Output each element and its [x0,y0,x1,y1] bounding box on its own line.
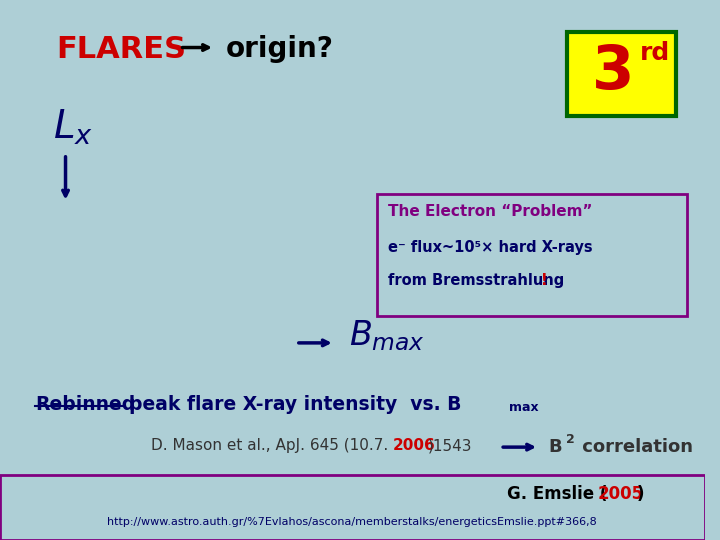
Text: 2005: 2005 [598,485,644,503]
Text: D. Mason et al., ApJ. 645 (10.7.: D. Mason et al., ApJ. 645 (10.7. [151,438,389,454]
Text: The Electron “Problem”: The Electron “Problem” [387,204,592,219]
Text: http://www.astro.auth.gr/%7Evlahos/ascona/memberstalks/energeticsEmslie.ppt#366,: http://www.astro.auth.gr/%7Evlahos/ascon… [107,517,597,528]
Text: G. Emslie (: G. Emslie ( [508,485,608,503]
Text: rd: rd [640,42,670,65]
Text: correlation: correlation [576,438,693,456]
Text: max: max [509,401,539,414]
Text: Rebinned: Rebinned [35,395,135,414]
Text: 2006: 2006 [392,438,435,454]
Text: $B_{max}$: $B_{max}$ [348,319,425,353]
Text: $L_x$: $L_x$ [53,108,93,147]
Text: 2: 2 [567,433,575,446]
Text: FLARES: FLARES [56,35,186,64]
FancyBboxPatch shape [377,194,687,316]
Text: )1543: )1543 [428,438,472,454]
Text: ): ) [636,485,644,503]
Text: peak flare X-ray intensity  vs. B: peak flare X-ray intensity vs. B [129,395,462,414]
Text: B: B [548,438,562,456]
Text: from Bremsstrahlung: from Bremsstrahlung [387,273,564,288]
Text: 3: 3 [592,43,634,102]
Text: origin?: origin? [225,35,333,63]
Text: e⁻ flux~10⁵× hard X-rays: e⁻ flux~10⁵× hard X-rays [387,240,592,255]
FancyBboxPatch shape [0,475,705,540]
FancyBboxPatch shape [567,32,676,116]
Text: !: ! [541,273,548,288]
